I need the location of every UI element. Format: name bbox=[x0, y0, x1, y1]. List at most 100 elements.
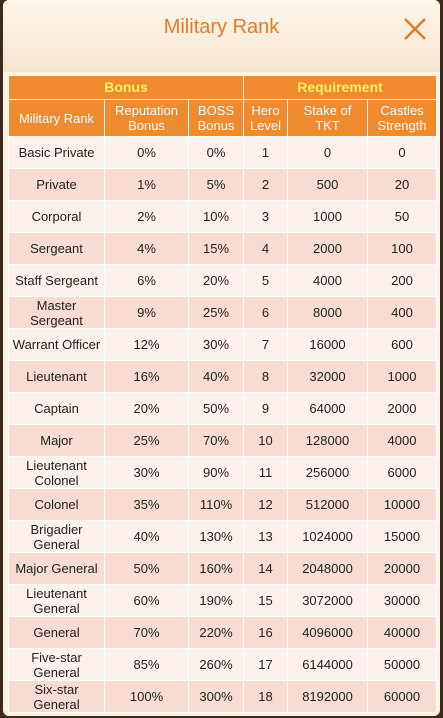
table-cell: Captain bbox=[8, 392, 105, 425]
table-cell: 220% bbox=[188, 616, 244, 649]
table-cell: 6 bbox=[243, 296, 288, 329]
table-row: Corporal 2% 10% 3 1000 50 bbox=[8, 200, 438, 233]
table-cell: 50% bbox=[104, 552, 189, 585]
table-cell: 90% bbox=[188, 456, 244, 489]
table-cell: General bbox=[8, 616, 105, 649]
table-cell: 10000 bbox=[366, 488, 438, 521]
table-cell: Basic Private bbox=[8, 136, 105, 169]
table-cell: Five-star General bbox=[8, 648, 105, 681]
table-cell: 6144000 bbox=[287, 648, 368, 681]
table-cell: 30000 bbox=[366, 584, 438, 617]
rank-table: Bonus Requirement Military Rank Reputation… bbox=[8, 75, 438, 713]
table-cell: 2048000 bbox=[287, 552, 368, 585]
table-cell: Lieutenant Colonel bbox=[8, 456, 105, 489]
table-cell: 4096000 bbox=[287, 616, 368, 649]
table-cell: Staff Sergeant bbox=[8, 264, 105, 297]
table-cell: 3 bbox=[243, 200, 288, 233]
table-cell: 160% bbox=[188, 552, 244, 585]
table-cell: 25% bbox=[104, 424, 189, 457]
table-cell: 8192000 bbox=[287, 680, 368, 713]
table-row: Warrant Officer 12% 30% 7 16000 600 bbox=[8, 328, 438, 361]
table-cell: 40% bbox=[104, 520, 189, 553]
table-cell: 128000 bbox=[287, 424, 368, 457]
table-cell: 40% bbox=[188, 360, 244, 393]
table-row: Colonel 35% 110% 12 512000 10000 bbox=[8, 488, 438, 521]
table-cell: 64000 bbox=[287, 392, 368, 425]
table-cell: 0 bbox=[287, 136, 368, 169]
table-row: Five-star General 85% 260% 17 6144000 50000 bbox=[8, 648, 438, 681]
table-row: Lieutenant Colonel 30% 90% 11 256000 6000 bbox=[8, 456, 438, 489]
table-cell: Warrant Officer bbox=[8, 328, 105, 361]
table-cell: 12 bbox=[243, 488, 288, 521]
table-cell: 260% bbox=[188, 648, 244, 681]
column-header: Castles Strength bbox=[366, 99, 438, 137]
table-cell: 9 bbox=[243, 392, 288, 425]
table-cell: 130% bbox=[188, 520, 244, 553]
table-cell: 600 bbox=[366, 328, 438, 361]
table-row: General 70% 220% 16 4096000 40000 bbox=[8, 616, 438, 649]
table-cell: 14 bbox=[243, 552, 288, 585]
table-cell: 190% bbox=[188, 584, 244, 617]
table-row: Lieutenant General 60% 190% 15 3072000 30000 bbox=[8, 584, 438, 617]
table-cell: 60% bbox=[104, 584, 189, 617]
table-row: Staff Sergeant 6% 20% 5 4000 200 bbox=[8, 264, 438, 297]
table-cell: 6% bbox=[104, 264, 189, 297]
table-cell: 1% bbox=[104, 168, 189, 201]
column-header: Reputation Bonus bbox=[104, 99, 189, 137]
table-cell: 10 bbox=[243, 424, 288, 457]
table-cell: 15000 bbox=[366, 520, 438, 553]
table-cell: 500 bbox=[287, 168, 368, 201]
table-cell: 2000 bbox=[287, 232, 368, 265]
table-cell: 70% bbox=[104, 616, 189, 649]
table-cell: Major General bbox=[8, 552, 105, 585]
table-cell: Corporal bbox=[8, 200, 105, 233]
table-cell: 20% bbox=[188, 264, 244, 297]
table-cell: Sergeant bbox=[8, 232, 105, 265]
table-cell: 13 bbox=[243, 520, 288, 553]
column-header: Hero Level bbox=[243, 99, 288, 137]
title: Military Rank bbox=[163, 16, 280, 38]
table-cell: 4 bbox=[243, 232, 288, 265]
table-cell: 3072000 bbox=[287, 584, 368, 617]
panel: Military Rank Bonus Requirement Military … bbox=[3, 0, 440, 716]
table-cell: 200 bbox=[366, 264, 438, 297]
table-cell: 17 bbox=[243, 648, 288, 681]
table-cell: 4% bbox=[104, 232, 189, 265]
table-cell: 0 bbox=[366, 136, 438, 169]
table-cell: 5 bbox=[243, 264, 288, 297]
table-cell: 7 bbox=[243, 328, 288, 361]
table-row: Major General 50% 160% 14 2048000 20000 bbox=[8, 552, 438, 585]
table-cell: 70% bbox=[188, 424, 244, 457]
table-cell: 100% bbox=[104, 680, 189, 713]
table-cell: Colonel bbox=[8, 488, 105, 521]
table-row: Private 1% 5% 2 500 20 bbox=[8, 168, 438, 201]
table-cell: 16000 bbox=[287, 328, 368, 361]
table-cell: 6000 bbox=[366, 456, 438, 489]
table-cell: 256000 bbox=[287, 456, 368, 489]
close-button[interactable] bbox=[402, 16, 428, 42]
table-cell: 1000 bbox=[287, 200, 368, 233]
table-cell: 50% bbox=[188, 392, 244, 425]
group-header: Bonus bbox=[8, 75, 244, 100]
table-cell: 30% bbox=[188, 328, 244, 361]
table-cell: Lieutenant bbox=[8, 360, 105, 393]
table-cell: 2% bbox=[104, 200, 189, 233]
group-header: Requirement bbox=[242, 75, 438, 100]
column-header: Stake of TKT bbox=[287, 99, 368, 137]
table-cell: Lieutenant General bbox=[8, 584, 105, 617]
table-row: Lieutenant 16% 40% 8 32000 1000 bbox=[8, 360, 438, 393]
table-row: Basic Private 0% 0% 1 0 0 bbox=[8, 136, 438, 169]
table-cell: 25% bbox=[188, 296, 244, 329]
table-cell: Six-star General bbox=[8, 680, 105, 713]
table-cell: Private bbox=[8, 168, 105, 201]
table-cell: 4000 bbox=[366, 424, 438, 457]
column-header: BOSS Bonus bbox=[188, 99, 244, 137]
table-cell: 1000 bbox=[366, 360, 438, 393]
table-cell: 512000 bbox=[287, 488, 368, 521]
table-cell: 12% bbox=[104, 328, 189, 361]
table-cell: 15% bbox=[188, 232, 244, 265]
table-cell: 8000 bbox=[287, 296, 368, 329]
table-cell: 5% bbox=[188, 168, 244, 201]
table-cell: 1 bbox=[243, 136, 288, 169]
